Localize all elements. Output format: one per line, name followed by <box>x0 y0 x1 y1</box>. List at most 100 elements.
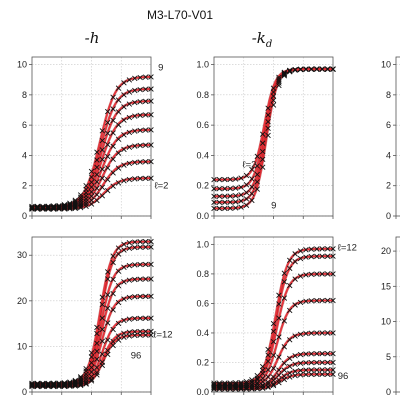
series-annotation: 9 <box>271 200 276 211</box>
data-point <box>254 381 260 387</box>
data-point <box>83 183 89 189</box>
data-point <box>137 315 143 322</box>
data-point <box>287 363 293 370</box>
data-point <box>287 337 293 343</box>
data-point <box>216 176 223 183</box>
y-tick-label: 0.2 <box>196 357 209 367</box>
panel-kd-top: 0.0 0.2 0.4 0.6 0.8 1.0 ℓ=2 9 <box>196 56 336 221</box>
data-point <box>137 99 143 105</box>
data-point <box>99 193 106 199</box>
y-tick-label: 1.0 <box>196 60 209 70</box>
data-point <box>270 352 277 358</box>
data-point <box>232 205 239 211</box>
data-point <box>270 338 277 345</box>
y-tick-label: 1.0 <box>196 239 209 249</box>
y-tick-label: 20 <box>17 296 27 306</box>
data-point <box>142 159 149 165</box>
data-point <box>303 330 309 337</box>
data-point <box>121 104 127 110</box>
data-point <box>126 114 133 121</box>
data-point <box>99 137 106 144</box>
data-point <box>148 276 154 282</box>
data-point <box>126 294 133 301</box>
data-point <box>308 66 315 72</box>
data-point <box>238 184 244 190</box>
data-point <box>270 382 277 389</box>
data-point <box>324 367 331 373</box>
data-point <box>319 246 325 252</box>
data-point <box>265 105 271 111</box>
panel-title-kd-sub: d <box>266 39 272 50</box>
data-point <box>137 244 143 250</box>
data-point <box>222 381 228 388</box>
data-point <box>281 270 288 276</box>
data-point <box>126 176 133 183</box>
data-point <box>211 199 217 206</box>
y-tick-label: 0.4 <box>196 150 209 160</box>
data-point <box>137 112 143 119</box>
data-point <box>110 94 116 101</box>
data-point <box>297 299 304 306</box>
data-point <box>88 189 95 195</box>
data-point <box>211 193 217 200</box>
data-point <box>243 189 250 196</box>
data-point <box>115 97 122 103</box>
data-point <box>126 77 133 83</box>
data-point <box>249 377 255 383</box>
data-point <box>308 367 315 373</box>
data-point <box>61 380 68 386</box>
data-point <box>121 317 127 324</box>
data-point <box>281 72 288 78</box>
data-point <box>105 276 111 282</box>
data-point <box>330 350 336 357</box>
data-point <box>142 127 149 133</box>
data-point <box>132 99 138 106</box>
data-point <box>110 170 116 176</box>
data-point <box>216 185 223 192</box>
data-point <box>259 148 266 155</box>
axes-frame <box>395 236 400 393</box>
data-point <box>132 113 138 119</box>
data-point <box>110 156 116 162</box>
data-point <box>132 294 138 300</box>
data-point <box>314 66 320 72</box>
data-point <box>94 185 100 192</box>
y-tick-label: 0.6 <box>196 120 209 130</box>
data-point <box>303 66 309 72</box>
data-point <box>276 372 282 379</box>
figure-title: M3-L70-V01 <box>147 8 213 22</box>
data-point <box>110 130 116 136</box>
data-point <box>115 333 122 339</box>
y-tick-label: 0 <box>386 211 391 221</box>
data-point <box>303 254 309 260</box>
data-point <box>211 380 217 386</box>
data-point <box>110 338 116 345</box>
data-point <box>142 175 149 182</box>
data-point <box>105 153 111 160</box>
y-tick-label: 0.2 <box>196 181 209 191</box>
data-point <box>238 175 244 181</box>
panel-h-top: 0 2 4 6 8 10 9 ℓ=2 <box>17 56 168 221</box>
data-point <box>88 193 95 199</box>
data-point <box>83 373 89 380</box>
data-point <box>249 176 255 182</box>
data-point <box>99 338 106 344</box>
data-point <box>88 174 95 180</box>
data-point <box>94 324 100 331</box>
data-point <box>148 74 154 80</box>
data-point <box>40 380 46 387</box>
series-annotation: 96 <box>338 371 349 382</box>
data-point <box>281 344 288 350</box>
data-point <box>105 292 111 298</box>
data-point <box>34 380 41 387</box>
data-point <box>137 74 143 81</box>
data-point <box>324 253 331 259</box>
data-point <box>216 193 223 200</box>
data-point <box>297 351 304 358</box>
data-point <box>270 85 277 91</box>
data-point <box>110 290 116 297</box>
y-tick-label: 15 <box>381 281 391 291</box>
data-point <box>259 156 266 163</box>
data-point <box>319 66 325 72</box>
data-point <box>142 74 149 80</box>
